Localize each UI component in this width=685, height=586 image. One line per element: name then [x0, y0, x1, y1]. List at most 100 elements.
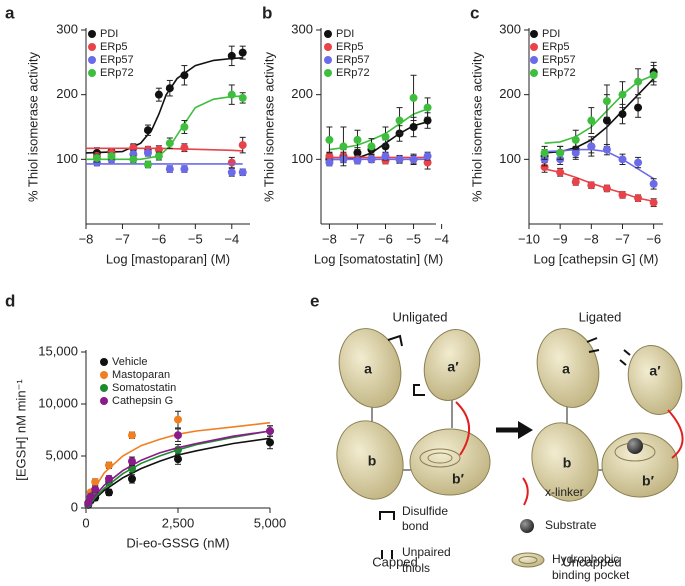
point: [266, 427, 274, 436]
point: [91, 485, 100, 494]
point: [409, 123, 418, 131]
point: [180, 71, 189, 80]
legend-text: Hydrophobic: [552, 552, 619, 566]
legend-marker: [530, 69, 538, 77]
domain-label: b′: [452, 471, 465, 487]
legend-label: ERp5: [336, 41, 364, 53]
point: [325, 158, 334, 167]
domain-label: a′: [649, 363, 661, 379]
legend-text: Unpaired: [402, 545, 451, 559]
legend-label: ERp5: [100, 41, 128, 53]
x-tick-label: 2,500: [162, 515, 195, 530]
point: [154, 152, 163, 161]
thiol: [586, 337, 598, 343]
domain: [423, 329, 481, 401]
point: [238, 141, 247, 150]
domain: [531, 422, 599, 502]
legend-symbol: [520, 519, 534, 533]
point: [84, 498, 93, 507]
y-tick-label: 15,000: [38, 343, 78, 358]
legend-marker: [100, 371, 108, 379]
y-tick-label: 200: [291, 86, 313, 101]
point: [266, 438, 274, 447]
legend-marker: [88, 43, 96, 51]
domain: [409, 428, 491, 496]
point: [618, 90, 627, 99]
point: [227, 168, 236, 177]
legend-label: ERp57: [542, 54, 576, 66]
point: [587, 116, 596, 125]
x-tick-label: −5: [406, 231, 421, 246]
point: [587, 181, 596, 190]
x-tick-label: −6: [378, 231, 393, 246]
disulfide: [387, 334, 403, 347]
point: [602, 145, 611, 154]
point: [105, 461, 113, 470]
x-tick-label: −4: [224, 231, 239, 246]
y-tick-label: 100: [56, 151, 78, 166]
pocket: [419, 448, 461, 468]
y-axis-title: % Thiol isomerase activity: [25, 51, 40, 202]
domain: [627, 345, 683, 415]
legend-marker: [100, 358, 108, 366]
x-tick-label: −10: [518, 231, 540, 246]
legend-text: Disulfide: [402, 504, 448, 518]
point: [353, 135, 362, 144]
point: [381, 152, 390, 161]
legend-text: Substrate: [545, 518, 597, 532]
point: [238, 93, 247, 102]
legend-marker: [530, 43, 538, 51]
legend-marker: [324, 69, 332, 77]
legend-text: binding pocket: [552, 568, 630, 582]
legend-marker: [100, 384, 108, 392]
legend-label: Vehicle: [112, 356, 147, 368]
domain-label: b: [563, 455, 572, 471]
y-axis-title: % Thiol isomerase activity: [469, 51, 484, 202]
legend-marker: [88, 30, 96, 38]
point: [395, 155, 404, 164]
domain-label: a′: [447, 359, 459, 375]
point: [409, 93, 418, 102]
point: [128, 457, 136, 466]
domain: [536, 328, 600, 408]
fit-curve: [85, 430, 271, 509]
y-tick-label: 5,000: [45, 447, 78, 462]
fit-curve: [85, 421, 271, 509]
point: [423, 158, 432, 167]
y-axis-title: % Thiol isomerase activity: [261, 51, 276, 202]
x-axis-title: Log [mastoparan] (M): [106, 251, 230, 266]
legend-text: x-linker: [545, 485, 584, 499]
legend-marker: [530, 56, 538, 64]
y-tick-label: 300: [56, 21, 78, 36]
legend-marker: [88, 69, 96, 77]
substrate: [627, 438, 643, 454]
fit-curve: [85, 430, 271, 509]
point: [339, 142, 348, 151]
domain: [338, 328, 402, 408]
point: [165, 165, 174, 174]
x-tick-label: −7: [350, 231, 365, 246]
domain-label: b: [368, 453, 377, 469]
legend-label: PDI: [542, 28, 560, 40]
point: [634, 103, 643, 112]
point: [367, 142, 376, 151]
domain: [601, 432, 679, 498]
fit-curve: [85, 437, 271, 509]
diagram: e Unligated Ligated a a′ b b′ Capped a a…: [310, 291, 684, 582]
state-label: Uncapped: [562, 554, 621, 569]
x-axis-title: Di-eo-GSSG (nM): [126, 535, 229, 550]
point: [143, 160, 152, 169]
point: [649, 179, 658, 188]
fit-curve: [86, 147, 243, 152]
point: [540, 148, 549, 157]
point: [571, 148, 580, 157]
x-tick-label: −8: [322, 231, 337, 246]
y-axis-title: [EGSH] nM min⁻¹: [13, 379, 28, 481]
point: [107, 152, 116, 161]
y-tick-label: 0: [71, 499, 78, 514]
point: [238, 168, 247, 177]
legend-label: ERp72: [336, 67, 370, 79]
legend-symbol: [511, 552, 545, 568]
thiol: [619, 359, 627, 366]
point: [129, 143, 138, 152]
